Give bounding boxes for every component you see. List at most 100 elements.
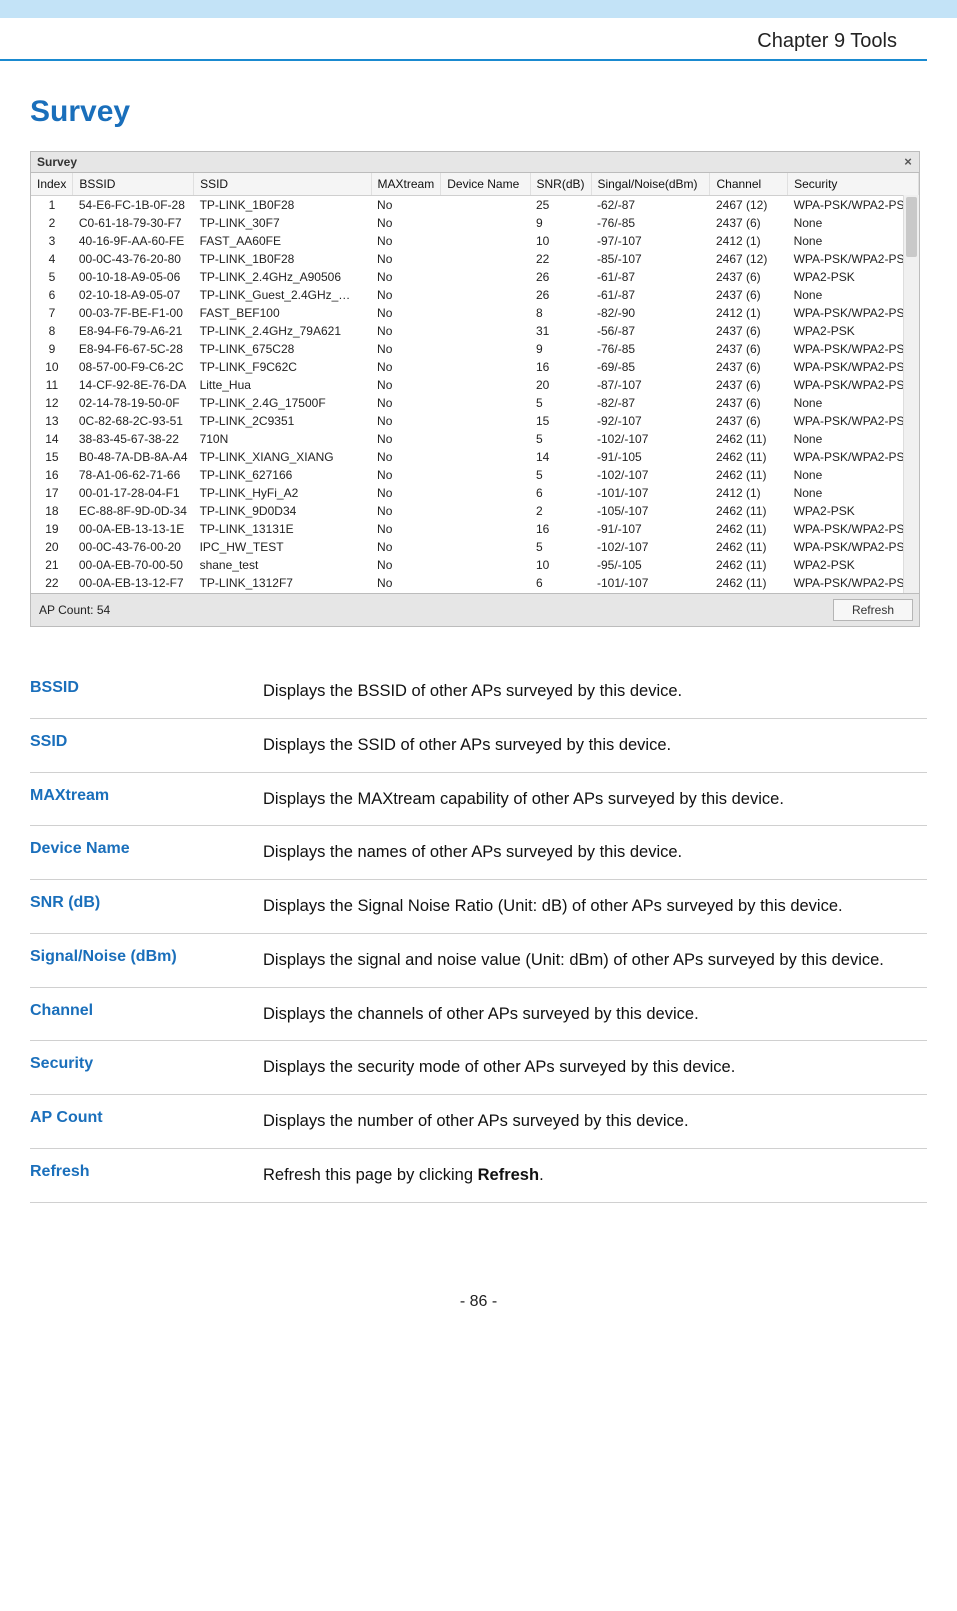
cell: 02-14-78-19-50-0F xyxy=(73,394,194,412)
table-row[interactable]: 1114-CF-92-8E-76-DALitte_HuaNo20-87/-107… xyxy=(31,376,919,394)
col-security[interactable]: Security xyxy=(788,173,919,196)
cell: WPA-PSK/WPA2-PSK xyxy=(788,448,919,466)
table-row[interactable]: 1202-14-78-19-50-0FTP-LINK_2.4G_17500FNo… xyxy=(31,394,919,412)
table-row[interactable]: 700-03-7F-BE-F1-00FAST_BEF100No8-82/-902… xyxy=(31,304,919,322)
cell: No xyxy=(371,592,441,593)
table-row[interactable]: 2200-0A-EB-13-12-F7TP-LINK_1312F7No6-101… xyxy=(31,574,919,592)
close-icon[interactable]: × xyxy=(901,154,915,168)
table-row[interactable]: 130C-82-68-2C-93-51TP-LINK_2C9351No15-92… xyxy=(31,412,919,430)
cell: FAST_AA60FE xyxy=(194,232,371,250)
col-device-name[interactable]: Device Name xyxy=(441,173,530,196)
cell xyxy=(441,412,530,430)
cell: 00-0A-EB-70-00-50 xyxy=(73,556,194,574)
cell: -97/-105 xyxy=(591,592,710,593)
cell: -102/-107 xyxy=(591,538,710,556)
cell: No xyxy=(371,556,441,574)
table-row[interactable]: 18EC-88-8F-9D-0D-34TP-LINK_9D0D34No2-105… xyxy=(31,502,919,520)
cell: 8 xyxy=(31,322,73,340)
cell: TP-LINK_Guest_2.4GHz_… xyxy=(194,286,371,304)
cell: 00-0C-43-76-20-80 xyxy=(73,250,194,268)
definitions-list: BSSIDDisplays the BSSID of other APs sur… xyxy=(30,665,927,1203)
definition-desc: Displays the security mode of other APs … xyxy=(263,1055,927,1080)
cell: 16 xyxy=(530,520,591,538)
definition-desc: Displays the channels of other APs surve… xyxy=(263,1002,927,1027)
cell: -102/-107 xyxy=(591,466,710,484)
cell: No xyxy=(371,466,441,484)
survey-panel: Survey × Index BSSID SSID MAXtream Devic… xyxy=(30,151,920,627)
table-row[interactable]: 8E8-94-F6-79-A6-21TP-LINK_2.4GHz_79A621N… xyxy=(31,322,919,340)
table-row[interactable]: 2100-0A-EB-70-00-50shane_testNo10-95/-10… xyxy=(31,556,919,574)
table-row[interactable]: 15B0-48-7A-DB-8A-A4TP-LINK_XIANG_XIANGNo… xyxy=(31,448,919,466)
cell: None xyxy=(788,484,919,502)
cell xyxy=(441,592,530,593)
cell: TP-LINK_HyFi_A2 xyxy=(194,484,371,502)
definition-term: Device Name xyxy=(30,840,255,865)
cell: 00-0A-EB-13-12-F7 xyxy=(73,574,194,592)
cell: -102/-107 xyxy=(591,430,710,448)
table-row[interactable]: 602-10-18-A9-05-07TP-LINK_Guest_2.4GHz_…… xyxy=(31,286,919,304)
cell: 26 xyxy=(530,286,591,304)
cell: 8 xyxy=(530,304,591,322)
col-signal-noise[interactable]: Singal/Noise(dBm) xyxy=(591,173,710,196)
table-row[interactable]: 2000-0C-43-76-00-20IPC_HW_TESTNo5-102/-1… xyxy=(31,538,919,556)
cell: No xyxy=(371,430,441,448)
cell: 2437 (6) xyxy=(710,340,788,358)
table-row[interactable]: 1438-83-45-67-38-22710NNo5-102/-1072462 … xyxy=(31,430,919,448)
table-row[interactable]: 154-E6-FC-1B-0F-28TP-LINK_1B0F28No25-62/… xyxy=(31,196,919,215)
table-row[interactable]: 2C0-61-18-79-30-F7TP-LINK_30F7No9-76/-85… xyxy=(31,214,919,232)
cell: WPA-PSK/WPA2-PSK xyxy=(788,520,919,538)
col-index[interactable]: Index xyxy=(31,173,73,196)
cell xyxy=(441,484,530,502)
col-channel[interactable]: Channel xyxy=(710,173,788,196)
table-row[interactable]: 340-16-9F-AA-60-FEFAST_AA60FENo10-97/-10… xyxy=(31,232,919,250)
cell: 2462 (11) xyxy=(710,520,788,538)
table-row[interactable]: 1008-57-00-F9-C6-2CTP-LINK_F9C62CNo16-69… xyxy=(31,358,919,376)
definition-term: SNR (dB) xyxy=(30,894,255,919)
cell: -82/-90 xyxy=(591,304,710,322)
cell: 20 xyxy=(530,376,591,394)
cell: 2462 (11) xyxy=(710,538,788,556)
cell: TP-LINK_1B0F28 xyxy=(194,196,371,215)
definition-desc: Displays the MAXtream capability of othe… xyxy=(263,787,927,812)
col-snr[interactable]: SNR(dB) xyxy=(530,173,591,196)
col-ssid[interactable]: SSID xyxy=(194,173,371,196)
cell: 2462 (11) xyxy=(710,556,788,574)
table-row[interactable]: 1900-0A-EB-13-13-1ETP-LINK_13131ENo16-91… xyxy=(31,520,919,538)
table-row[interactable]: 1678-A1-06-62-71-66TP-LINK_627166No5-102… xyxy=(31,466,919,484)
cell: No xyxy=(371,232,441,250)
cell: 2437 (6) xyxy=(710,286,788,304)
cell: 0C-82-68-2C-93-51 xyxy=(73,412,194,430)
cell: 6 xyxy=(530,574,591,592)
cell: -95/-105 xyxy=(591,556,710,574)
cell: TP-LINK_2.4G_17500F xyxy=(194,394,371,412)
refresh-button[interactable]: Refresh xyxy=(833,599,913,621)
table-row[interactable]: 2300-02-15-00-15-7A222222222No8-97/-1052… xyxy=(31,592,919,593)
cell: 10 xyxy=(530,232,591,250)
cell: TP-LINK_1312F7 xyxy=(194,574,371,592)
cell: 16 xyxy=(31,466,73,484)
scroll-thumb[interactable] xyxy=(906,197,917,257)
col-bssid[interactable]: BSSID xyxy=(73,173,194,196)
cell xyxy=(441,376,530,394)
table-row[interactable]: 9E8-94-F6-67-5C-28TP-LINK_675C28No9-76/-… xyxy=(31,340,919,358)
cell: WPA-PSK/WPA2-PSK xyxy=(788,304,919,322)
cell: TP-LINK_F9C62C xyxy=(194,358,371,376)
cell: WPA-PSK/WPA2-PSK xyxy=(788,574,919,592)
col-maxtream[interactable]: MAXtream xyxy=(371,173,441,196)
cell: 00-10-18-A9-05-06 xyxy=(73,268,194,286)
table-row[interactable]: 1700-01-17-28-04-F1TP-LINK_HyFi_A2No6-10… xyxy=(31,484,919,502)
cell: 2462 (11) xyxy=(710,448,788,466)
table-row[interactable]: 400-0C-43-76-20-80TP-LINK_1B0F28No22-85/… xyxy=(31,250,919,268)
cell: None xyxy=(788,286,919,304)
cell: 2412 (1) xyxy=(710,484,788,502)
table-row[interactable]: 500-10-18-A9-05-06TP-LINK_2.4GHz_A90506N… xyxy=(31,268,919,286)
cell: 16 xyxy=(530,358,591,376)
cell: -91/-105 xyxy=(591,448,710,466)
cell: TP-LINK_XIANG_XIANG xyxy=(194,448,371,466)
scrollbar-vertical[interactable] xyxy=(903,195,919,593)
cell: 31 xyxy=(530,322,591,340)
cell: 14-CF-92-8E-76-DA xyxy=(73,376,194,394)
cell xyxy=(441,340,530,358)
cell: 2437 (6) xyxy=(710,394,788,412)
definition-row: AP CountDisplays the number of other APs… xyxy=(30,1095,927,1149)
